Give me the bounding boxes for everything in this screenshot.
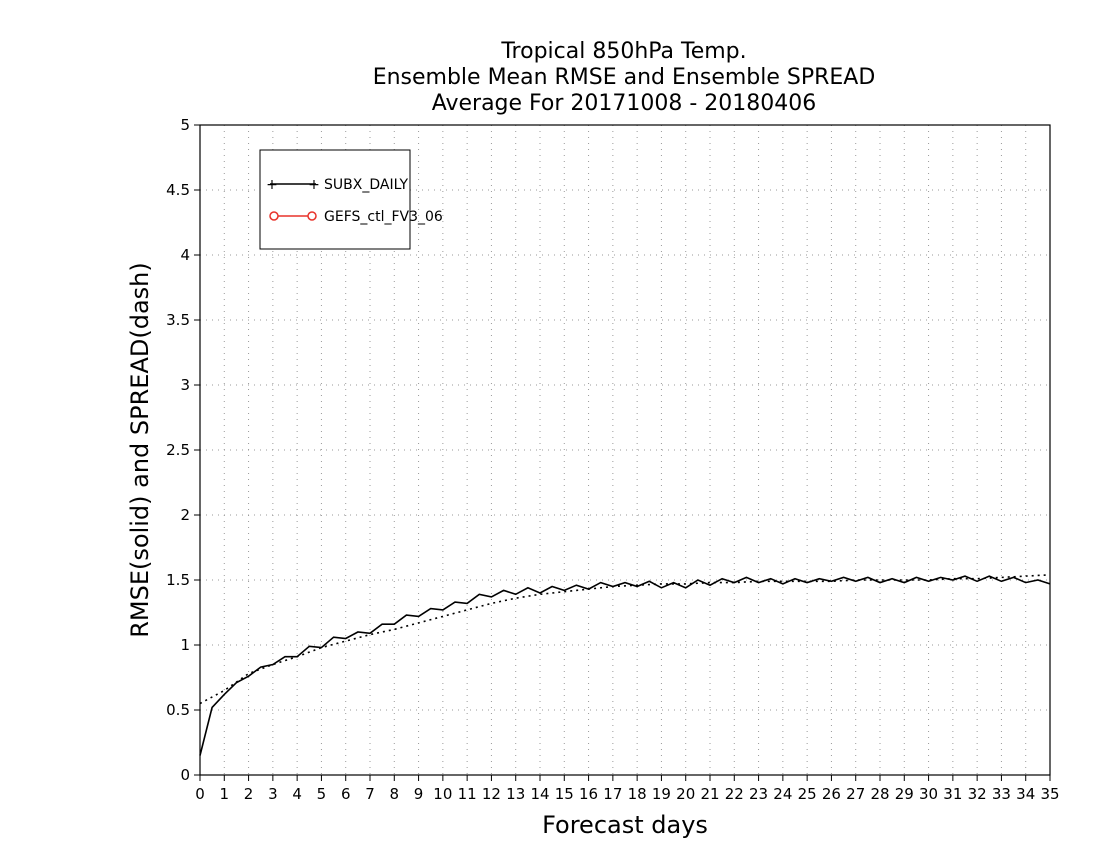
x-tick-label: 3 — [268, 785, 278, 803]
x-tick-label: 11 — [458, 785, 477, 803]
x-tick-label: 25 — [798, 785, 817, 803]
y-axis: 0 0.5 1 1.5 2 2.5 3 3.5 4 4.5 5 — [166, 116, 200, 784]
y-tick-label: 5 — [180, 116, 190, 134]
x-tick-label: 17 — [603, 785, 622, 803]
chart-title-line-3: Average For 20171008 - 20180406 — [432, 91, 817, 116]
x-tick-label: 22 — [725, 785, 744, 803]
x-tick-label: 1 — [220, 785, 230, 803]
x-tick-label: 4 — [292, 785, 302, 803]
x-tick-label: 16 — [579, 785, 598, 803]
legend: + + SUBX_DAILY GEFS_ctl_FV3_06 — [259, 149, 443, 250]
legend-marker-circle — [307, 211, 317, 221]
series-line-spread — [199, 574, 1051, 705]
x-tick-label: 27 — [846, 785, 865, 803]
x-tick-label: 28 — [870, 785, 889, 803]
series-line-rmse — [199, 575, 1051, 756]
x-tick-label: 32 — [968, 785, 987, 803]
series-layer — [199, 574, 1051, 756]
y-tick-label: 1.5 — [166, 571, 190, 589]
x-tick-label: 24 — [773, 785, 792, 803]
y-tick-label: 4 — [180, 246, 190, 264]
x-axis-label: Forecast days — [542, 811, 708, 839]
x-axis: 0 1 2 3 4 5 6 7 8 9 10 11 12 13 14 15 16 17 18 19 20 21 22 23 24… — [195, 775, 1060, 803]
x-tick-label: 20 — [676, 785, 695, 803]
y-tick-label: 3 — [180, 376, 190, 394]
chart-title: Tropical 850hPa Temp. Ensemble Mean RMSE… — [373, 39, 876, 116]
grid-lines — [200, 125, 1050, 775]
x-tick-label: 0 — [195, 785, 205, 803]
x-tick-label: 5 — [317, 785, 327, 803]
y-axis-label: RMSE(solid) and SPREAD(dash) — [126, 262, 154, 638]
x-tick-label: 2 — [244, 785, 254, 803]
y-tick-label: 2.5 — [166, 441, 190, 459]
x-tick-label: 6 — [341, 785, 351, 803]
x-tick-label: 9 — [414, 785, 424, 803]
x-tick-label: 10 — [433, 785, 452, 803]
x-tick-label: 34 — [1016, 785, 1035, 803]
legend-marker-circle — [269, 211, 279, 221]
x-tick-label: 18 — [628, 785, 647, 803]
x-tick-label: 12 — [482, 785, 501, 803]
x-tick-label: 26 — [822, 785, 841, 803]
legend-label-subx-daily: SUBX_DAILY — [324, 177, 409, 193]
x-tick-label: 21 — [700, 785, 719, 803]
y-tick-label: 2 — [180, 506, 190, 524]
x-tick-label: 31 — [943, 785, 962, 803]
x-tick-label: 8 — [390, 785, 400, 803]
chart-title-line-2: Ensemble Mean RMSE and Ensemble SPREAD — [373, 65, 876, 90]
x-tick-label: 23 — [749, 785, 768, 803]
y-tick-label: 0.5 — [166, 701, 190, 719]
legend-label-gefs: GEFS_ctl_FV3_06 — [324, 209, 443, 225]
y-tick-label: 1 — [180, 636, 190, 654]
x-tick-label: 35 — [1040, 785, 1059, 803]
x-tick-label: 15 — [555, 785, 574, 803]
x-tick-label: 29 — [895, 785, 914, 803]
y-tick-label: 3.5 — [166, 311, 190, 329]
legend-box — [259, 149, 411, 250]
legend-marker-plus: + — [266, 177, 278, 193]
x-tick-label: 7 — [365, 785, 375, 803]
y-tick-label: 4.5 — [166, 181, 190, 199]
x-tick-label: 13 — [506, 785, 525, 803]
x-tick-label: 19 — [652, 785, 671, 803]
x-tick-label: 30 — [919, 785, 938, 803]
x-tick-label: 33 — [992, 785, 1011, 803]
y-tick-label: 0 — [180, 766, 190, 784]
chart-title-line-1: Tropical 850hPa Temp. — [500, 39, 746, 64]
legend-marker-plus: + — [308, 177, 320, 193]
x-tick-label: 14 — [530, 785, 549, 803]
